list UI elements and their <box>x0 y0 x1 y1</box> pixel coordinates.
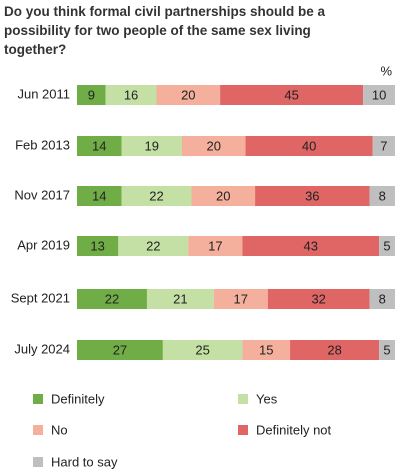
bar-segment <box>267 289 370 309</box>
legend-swatch <box>238 425 248 435</box>
bar-segment <box>77 136 122 156</box>
data-label: 22 <box>149 188 163 203</box>
bar-segment <box>77 85 106 105</box>
bar-segment <box>146 289 214 309</box>
data-label: 8 <box>379 291 386 306</box>
legend-swatch <box>33 457 43 467</box>
data-label: 25 <box>195 342 209 357</box>
category-label: Feb 2013 <box>15 137 70 152</box>
category-label: Sept 2021 <box>11 290 70 305</box>
category-label: Apr 2019 <box>17 237 70 252</box>
data-label: 20 <box>216 188 230 203</box>
bar-segment <box>181 136 246 156</box>
data-label: 36 <box>305 188 319 203</box>
category-label: Jun 2011 <box>17 86 70 101</box>
bar-segment <box>372 136 395 156</box>
bar-segment <box>188 236 243 256</box>
data-label: 27 <box>113 342 127 357</box>
data-label: 20 <box>207 138 221 153</box>
bar-segment <box>105 85 157 105</box>
data-label: 22 <box>105 291 119 306</box>
bar-segment <box>245 136 373 156</box>
data-label: 21 <box>173 291 187 306</box>
bar-segment <box>242 340 291 360</box>
bar-segment <box>77 186 122 206</box>
data-label: 9 <box>88 87 95 102</box>
bar-segment <box>121 186 192 206</box>
data-label: 13 <box>90 238 104 253</box>
bar-segment <box>369 186 395 206</box>
bar-segment <box>162 340 243 360</box>
legend-label: Definitely not <box>256 422 332 437</box>
data-label: 43 <box>303 238 317 253</box>
legend-label: Definitely <box>51 391 105 406</box>
data-label: 16 <box>124 87 138 102</box>
data-label: 10 <box>372 87 386 102</box>
data-label: 45 <box>284 87 298 102</box>
data-label: 28 <box>327 342 341 357</box>
chart-title: Do you think formal civil partnerships s… <box>4 4 326 57</box>
bar-segment <box>363 85 395 105</box>
legend-label: Hard to say <box>51 454 118 469</box>
unit-label: % <box>380 63 392 78</box>
bar-segment <box>121 136 182 156</box>
bar-segment <box>77 236 119 256</box>
legend-swatch <box>33 425 43 435</box>
bar-segment <box>242 236 380 256</box>
bar-segment <box>290 340 380 360</box>
category-label: Nov 2017 <box>14 187 70 202</box>
data-label: 5 <box>383 238 390 253</box>
data-label: 14 <box>92 188 106 203</box>
data-label: 20 <box>181 87 195 102</box>
data-label: 40 <box>302 138 316 153</box>
category-label: July 2024 <box>14 341 70 356</box>
bar-segment <box>369 289 395 309</box>
legend-label: No <box>51 422 68 437</box>
legend-label: Yes <box>256 391 278 406</box>
bar-segment <box>379 236 395 256</box>
data-label: 14 <box>92 138 106 153</box>
bar-segment <box>213 289 268 309</box>
bar-segment <box>77 289 147 309</box>
bar-segment <box>220 85 364 105</box>
bar-segment <box>77 340 163 360</box>
data-label: 5 <box>383 342 390 357</box>
data-label: 19 <box>144 138 158 153</box>
legend-swatch <box>33 394 43 404</box>
bar-segment <box>156 85 221 105</box>
data-label: 8 <box>379 188 386 203</box>
bar-segment <box>118 236 189 256</box>
data-label: 32 <box>311 291 325 306</box>
bar-segment <box>255 186 370 206</box>
data-label: 22 <box>146 238 160 253</box>
legend-swatch <box>238 394 248 404</box>
data-label: 7 <box>380 138 387 153</box>
bar-segment <box>379 340 395 360</box>
data-label: 15 <box>259 342 273 357</box>
data-label: 17 <box>234 291 248 306</box>
bar-segment <box>191 186 256 206</box>
data-label: 17 <box>208 238 222 253</box>
